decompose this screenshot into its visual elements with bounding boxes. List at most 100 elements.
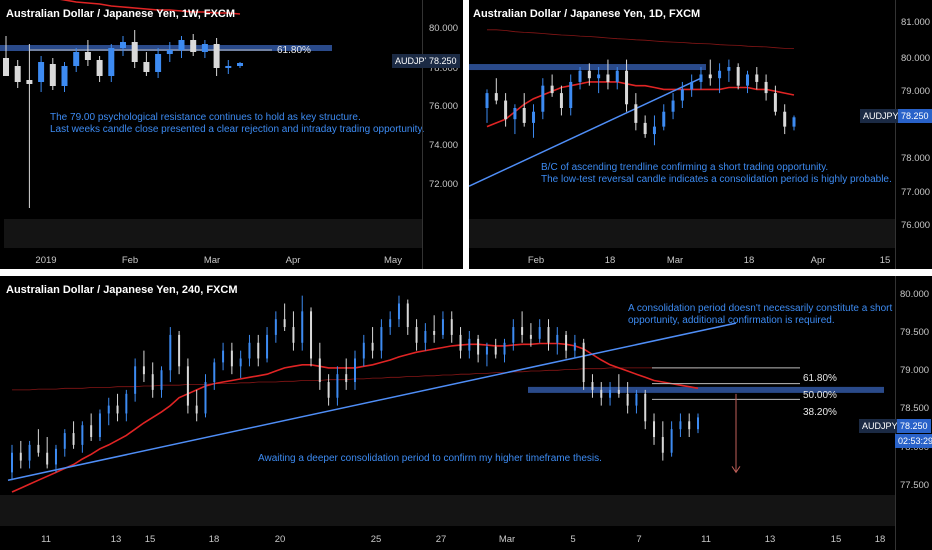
x-tick-label: 18 xyxy=(604,255,616,266)
candle-body xyxy=(389,319,392,328)
resistance-zone xyxy=(0,45,332,51)
x-tick-label: 20 xyxy=(274,534,286,545)
candle-body xyxy=(424,330,427,343)
candle-body xyxy=(699,74,703,82)
weekly-chart-title: Australian Dollar / Japanese Yen, 1W, FX… xyxy=(6,8,236,20)
x-tick-label: 18 xyxy=(208,534,220,545)
daily-chart-title: Australian Dollar / Japanese Yen, 1D, FX… xyxy=(473,8,701,20)
candle-body xyxy=(19,452,22,461)
candle-body xyxy=(652,126,656,135)
candle-body xyxy=(195,405,198,414)
h4-price-axis[interactable]: 80.000 79.500 79.000 78.500 78.000 77.50… xyxy=(895,276,929,550)
candle-body xyxy=(46,452,49,465)
x-tick-label: 2019 xyxy=(35,255,57,266)
candle-body xyxy=(494,93,498,101)
x-tick-label: 7 xyxy=(636,534,642,545)
candle-body xyxy=(565,334,568,351)
candle-body xyxy=(468,338,471,351)
bar-countdown-tag: 02:53:29 xyxy=(895,434,932,448)
candle-body xyxy=(266,334,269,359)
candle-body xyxy=(38,62,45,82)
candle-body xyxy=(792,117,796,127)
candle-body xyxy=(81,425,84,445)
y-tick-label: 79.500 xyxy=(900,327,930,338)
candle-body xyxy=(61,66,68,86)
candle-body xyxy=(310,311,313,359)
candle-body xyxy=(151,374,154,390)
candle-body xyxy=(120,42,126,48)
y-tick-label: 78.500 xyxy=(900,403,930,414)
candle-body xyxy=(155,54,162,72)
fib-38-label: 38.20% xyxy=(803,407,837,418)
y-tick-label: 81.000 xyxy=(901,17,931,28)
x-tick-label: 11 xyxy=(41,534,51,545)
h4-annotation-top: A consolidation period doesn't necessari… xyxy=(628,303,892,327)
candle-body xyxy=(783,111,787,127)
y-tick-label: 78.000 xyxy=(429,63,459,74)
daily-annotation-line: The low-test reversal candle indicates a… xyxy=(541,174,892,185)
x-tick-label: 27 xyxy=(435,534,447,545)
weekly-oscillator-pane xyxy=(4,219,422,248)
candle-body xyxy=(433,330,436,335)
weekly-fib-label: 61.80% xyxy=(277,45,311,56)
candle-body xyxy=(201,44,208,52)
candle-body xyxy=(485,346,488,355)
candle-body xyxy=(354,358,356,383)
target-arrow-head xyxy=(731,466,741,474)
symbol-tag: AUDJPY xyxy=(860,109,902,123)
candle-body xyxy=(178,40,185,50)
candle-body xyxy=(26,80,33,84)
moving-average-line xyxy=(486,81,795,128)
candle-body xyxy=(521,327,524,335)
candle-body xyxy=(54,448,57,465)
candle-body xyxy=(582,342,585,383)
candle-body xyxy=(708,74,712,79)
candle-body xyxy=(522,108,526,123)
candle-body xyxy=(541,85,545,112)
candle-body xyxy=(459,334,462,351)
weekly-annotation-line: Last weeks candle close presented a clea… xyxy=(50,124,425,135)
x-tick-label: 13 xyxy=(764,534,776,545)
daily-oscillator-pane xyxy=(469,219,895,248)
daily-annotation-line: B/C of ascending trendline confirming a … xyxy=(541,162,829,173)
candle-body xyxy=(166,50,173,54)
candle-body xyxy=(125,393,128,414)
y-tick-label: 80.000 xyxy=(429,23,459,34)
candle-body xyxy=(532,111,536,123)
candle-body xyxy=(169,334,172,371)
candle-body xyxy=(550,85,554,94)
candle-body xyxy=(494,346,497,355)
daily-price-axis[interactable]: 81.000 80.000 79.000 78.000 77.000 76.00… xyxy=(895,0,930,269)
candle-body xyxy=(108,48,115,76)
candle-body xyxy=(504,100,508,120)
h4-annotation-line: Awaiting a deeper consolidation period t… xyxy=(258,453,602,464)
weekly-chart-panel[interactable]: Australian Dollar / Japanese Yen, 1W, FX… xyxy=(0,0,463,269)
fib-50-label: 50.00% xyxy=(803,390,837,401)
candle-body xyxy=(617,389,620,394)
x-tick-label: 18 xyxy=(743,255,755,266)
candle-body xyxy=(14,66,21,82)
candle-body xyxy=(635,393,638,406)
candle-body xyxy=(625,70,629,105)
candle-body xyxy=(547,327,550,343)
candle-body xyxy=(643,122,647,135)
daily-chart-panel[interactable]: Australian Dollar / Japanese Yen, 1D, FX… xyxy=(469,0,932,269)
weekly-annotation: The 79.00 psychological resistance conti… xyxy=(50,112,424,136)
candle-body xyxy=(606,74,610,82)
y-tick-label: 76.000 xyxy=(901,220,931,231)
weekly-price-axis[interactable]: 80.000 78.000 76.000 74.000 72.000 xyxy=(422,0,458,269)
symbol-tag: AUDJPY xyxy=(392,54,434,68)
candle-body xyxy=(96,60,103,76)
weekly-annotation-line: The 79.00 psychological resistance conti… xyxy=(50,112,361,123)
x-tick-label: 11 xyxy=(701,534,711,545)
candle-body xyxy=(225,66,232,68)
candle-body xyxy=(230,350,233,367)
y-tick-label: 74.000 xyxy=(429,140,459,151)
x-tick-label: 13 xyxy=(110,534,122,545)
x-tick-label: Mar xyxy=(203,255,221,266)
candle-body xyxy=(626,393,629,406)
candle-body xyxy=(248,342,251,359)
candle-body xyxy=(160,370,163,390)
candle-body xyxy=(37,444,40,453)
h4-chart-panel[interactable]: Australian Dollar / Japanese Yen, 240, F… xyxy=(0,276,932,550)
